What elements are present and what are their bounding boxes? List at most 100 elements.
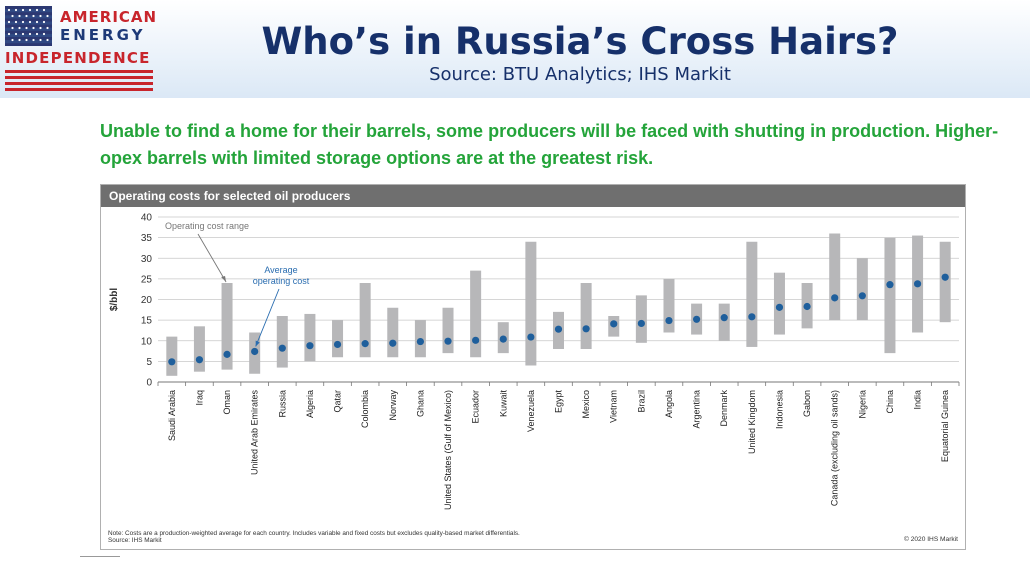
x-tick-label: Colombia xyxy=(360,390,370,428)
x-tick-label: Egypt xyxy=(554,390,564,414)
chart-panel-header: Operating costs for selected oil produce… xyxy=(101,185,965,207)
range-bar xyxy=(332,320,343,357)
annotation-average-arrow xyxy=(256,289,279,346)
average-point xyxy=(555,326,562,333)
range-bar xyxy=(636,295,647,342)
average-point xyxy=(444,338,451,345)
average-point xyxy=(942,274,949,281)
header-banner: AMERICAN ENERGY INDEPENDENCE Who’s in Ru… xyxy=(0,0,1030,98)
average-point xyxy=(638,320,645,327)
range-bar xyxy=(940,242,951,322)
y-tick-label: 25 xyxy=(141,274,153,285)
logo-word-independence: INDEPENDENCE xyxy=(5,49,151,67)
x-tick-label: Venezuela xyxy=(526,390,536,432)
x-tick-label: United States (Gulf of Mexico) xyxy=(443,390,453,510)
y-tick-label: 30 xyxy=(141,254,153,265)
y-tick-label: 15 xyxy=(141,316,153,327)
x-tick-label: Iraq xyxy=(194,390,204,406)
x-tick-label: Argentina xyxy=(692,390,702,429)
x-tick-label: China xyxy=(885,390,895,414)
range-bar xyxy=(663,279,674,333)
chart-note-text: Note: Costs are a production-weighted av… xyxy=(108,530,520,537)
range-bar xyxy=(719,304,730,341)
average-point xyxy=(721,314,728,321)
average-point xyxy=(886,281,893,288)
x-tick-label: United Kingdom xyxy=(747,390,757,454)
y-tick-label: 5 xyxy=(146,357,152,368)
x-tick-label: United Arab Emirates xyxy=(250,390,260,476)
range-bar xyxy=(277,316,288,368)
lead-text: Unable to find a home for their barrels,… xyxy=(100,118,1000,172)
average-point xyxy=(362,340,369,347)
operating-cost-chart: 0 5 10 15 20 25 30 35 40 $/bbl Saudi Arabia Iraq Oma… xyxy=(101,207,965,549)
x-tick-label: Denmark xyxy=(719,390,729,427)
y-tick-label: 20 xyxy=(141,295,153,306)
average-point xyxy=(417,338,424,345)
y-tick-label: 40 xyxy=(141,213,153,224)
average-point xyxy=(748,313,755,320)
x-tick-label: Canada (excluding oil sands) xyxy=(830,390,840,506)
x-tick-label: Gabon xyxy=(802,390,812,417)
average-point xyxy=(583,325,590,332)
x-tick-label: Nigeria xyxy=(857,390,867,419)
annotation-average-label: Average xyxy=(264,265,297,275)
x-tick-label: Brazil xyxy=(636,390,646,413)
average-point xyxy=(500,336,507,343)
range-bar xyxy=(746,242,757,347)
chart-note: Note: Costs are a production-weighted av… xyxy=(108,530,520,544)
x-tick-label: Norway xyxy=(388,390,398,421)
average-point xyxy=(334,341,341,348)
chart-panel: Operating costs for selected oil produce… xyxy=(100,184,966,550)
x-tick-label: Saudi Arabia xyxy=(167,390,177,441)
range-bar xyxy=(884,238,895,354)
x-tick-label: Algeria xyxy=(305,390,315,418)
x-tick-label: Mexico xyxy=(581,390,591,419)
average-point xyxy=(168,358,175,365)
x-tick-label: Indonesia xyxy=(774,390,784,429)
annotation-average-label: operating cost xyxy=(253,276,310,286)
page-title: Who’s in Russia’s Cross Hairs? xyxy=(200,20,960,63)
average-point xyxy=(831,294,838,301)
chart-title: Operating costs for selected oil produce… xyxy=(109,189,350,203)
range-bar xyxy=(581,283,592,349)
average-point xyxy=(196,356,203,363)
y-axis-label: $/bbl xyxy=(109,288,120,312)
average-point xyxy=(472,337,479,344)
average-point xyxy=(306,342,313,349)
logo-word-energy: ENERGY xyxy=(60,26,145,44)
range-bar xyxy=(387,308,398,358)
x-tick-label: Equatorial Guinea xyxy=(940,390,950,462)
logo-word-american: AMERICAN xyxy=(60,8,157,26)
x-tick-label: Ecuador xyxy=(471,390,481,424)
average-point xyxy=(610,320,617,327)
x-tick-label: Russia xyxy=(277,390,287,418)
range-bar xyxy=(443,308,454,353)
footer-divider xyxy=(80,556,120,557)
x-tick-label: India xyxy=(913,390,923,410)
logo-stripes-icon xyxy=(5,70,153,92)
x-tick-label: Vietnam xyxy=(609,390,619,423)
chart-copyright: © 2020 IHS Markit xyxy=(904,536,958,543)
average-point xyxy=(914,280,921,287)
average-point xyxy=(279,345,286,352)
average-point xyxy=(251,348,258,355)
average-point xyxy=(803,303,810,310)
range-bar xyxy=(857,258,868,320)
range-bar xyxy=(166,337,177,376)
us-flag-icon xyxy=(5,6,52,46)
y-tick-label: 35 xyxy=(141,233,153,244)
average-point xyxy=(693,316,700,323)
average-point xyxy=(776,304,783,311)
x-tick-label: Angola xyxy=(664,390,674,418)
y-tick-label: 10 xyxy=(141,336,153,347)
logo: AMERICAN ENERGY INDEPENDENCE xyxy=(5,6,155,92)
average-point xyxy=(859,292,866,299)
average-point xyxy=(527,333,534,340)
range-bar xyxy=(774,273,785,335)
x-tick-label: Kuwait xyxy=(498,390,508,418)
y-tick-label: 0 xyxy=(146,378,152,389)
range-bar xyxy=(829,234,840,321)
range-bar xyxy=(304,314,315,361)
page-subtitle: Source: BTU Analytics; IHS Markit xyxy=(200,64,960,85)
range-bar xyxy=(525,242,536,366)
